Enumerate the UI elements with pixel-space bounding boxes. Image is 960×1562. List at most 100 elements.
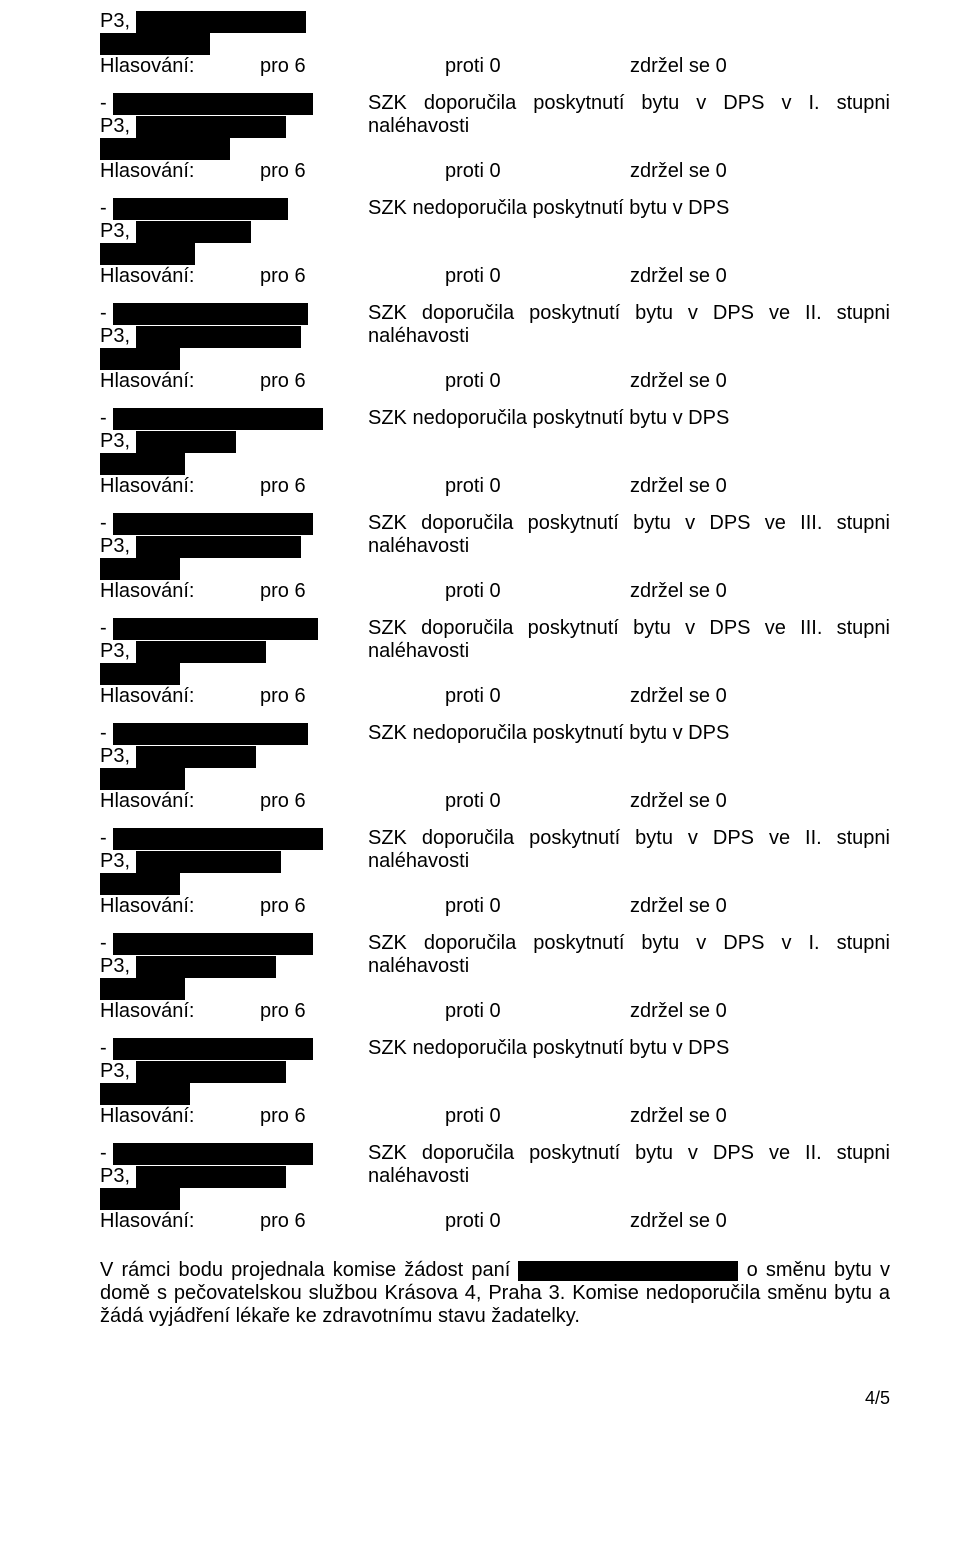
vote-abstain: zdržel se 0 (630, 55, 890, 78)
vote-line: Hlasování:pro 6proti 0zdržel se 0 (100, 895, 890, 918)
entry-line2: P3, naléhavosti (100, 640, 890, 663)
redacted-box (113, 618, 318, 640)
redacted-box (113, 513, 313, 535)
entry-line2: P3,naléhavosti (100, 325, 890, 348)
vote-line: Hlasování:pro 6proti 0zdržel se 0 (100, 265, 890, 288)
vote-against: proti 0 (445, 1105, 630, 1128)
p3-label: P3, (100, 850, 130, 873)
vote-line: Hlasování: pro 6 proti 0 zdržel se 0 (100, 55, 890, 78)
vote-line: Hlasování:pro 6proti 0zdržel se 0 (100, 1000, 890, 1023)
redacted-box (136, 431, 236, 453)
left-col: - (100, 92, 360, 115)
vote-for: pro 6 (260, 55, 445, 78)
entry: -SZK doporučila poskytnutí bytu v DPS ve… (100, 827, 890, 918)
redacted-line: - (100, 512, 360, 535)
entry: - SZK nedoporučila poskytnutí bytu v DPSP… (100, 197, 890, 288)
p3-label: P3, (100, 115, 130, 138)
left-col: - (100, 1037, 360, 1060)
recommendation-text-2: naléhavosti (360, 535, 890, 558)
redacted-box (113, 1143, 313, 1165)
entry-line2: P3, (100, 430, 890, 453)
redacted-box (136, 1061, 286, 1083)
redacted-line: P3, (100, 1165, 360, 1188)
left-col: - (100, 617, 360, 640)
left-col: - (100, 722, 360, 745)
p3-label: P3, (100, 1165, 130, 1188)
redacted-box (136, 221, 251, 243)
vote-line: Hlasování:pro 6proti 0zdržel se 0 (100, 370, 890, 393)
dash-label: - (100, 92, 107, 115)
vote-for: pro 6 (260, 790, 445, 813)
redacted-line: - (100, 302, 360, 325)
redacted-box (136, 11, 306, 33)
vote-against: proti 0 (445, 475, 630, 498)
recommendation-text: SZK doporučila poskytnutí bytu v DPS ve … (360, 302, 890, 325)
redacted-line (100, 138, 890, 160)
entry-line2: P3, naléhavosti (100, 535, 890, 558)
entry-topline: -SZK doporučila poskytnutí bytu v DPS v … (100, 932, 890, 955)
redacted-line (100, 873, 890, 895)
p3-label: P3, (100, 10, 130, 33)
recommendation-text-2: naléhavosti (360, 640, 890, 663)
vote-for: pro 6 (260, 1210, 445, 1233)
entry-topline: -SZK nedoporučila poskytnutí bytu v DPS (100, 407, 890, 430)
vote-abstain: zdržel se 0 (630, 1210, 890, 1233)
redacted-box (136, 641, 266, 663)
dash-label: - (100, 302, 107, 325)
entry-line2: P3,naléhavosti (100, 115, 890, 138)
redacted-line: - (100, 197, 360, 220)
redacted-box (113, 93, 313, 115)
entry-topline: -SZK doporučila poskytnutí bytu v DPS ve… (100, 827, 890, 850)
redacted-line: P3, (100, 10, 890, 33)
vote-abstain: zdržel se 0 (630, 895, 890, 918)
dash-label: - (100, 197, 107, 220)
entry-topline: -SZK doporučila poskytnutí bytu v DPS ve… (100, 1142, 890, 1165)
left-col: - (100, 827, 360, 850)
redacted-line: P3, (100, 220, 360, 243)
dash-label: - (100, 827, 107, 850)
left-col: P3, (100, 745, 360, 768)
bottom-paragraph: V rámci bodu projednala komise žádost pa… (100, 1259, 890, 1328)
redacted-line (100, 33, 890, 55)
left-col: P3, (100, 430, 360, 453)
left-col: P3, (100, 535, 360, 558)
p3-label: P3, (100, 640, 130, 663)
entry: - SZK doporučila poskytnutí bytu v DPS ve… (100, 302, 890, 393)
entry: -SZK doporučila poskytnutí bytu v DPS ve… (100, 617, 890, 708)
redacted-box (100, 558, 180, 580)
redacted-box (113, 303, 308, 325)
vote-abstain: zdržel se 0 (630, 1105, 890, 1128)
left-col: - (100, 1142, 360, 1165)
entry-topline: - SZK nedoporučila poskytnutí bytu v DPS (100, 1037, 890, 1060)
redacted-box (136, 956, 276, 978)
recommendation-text: SZK doporučila poskytnutí bytu v DPS v I… (360, 92, 890, 115)
redacted-line (100, 348, 890, 370)
redacted-box (136, 1166, 286, 1188)
redacted-line (100, 663, 890, 685)
vote-abstain: zdržel se 0 (630, 790, 890, 813)
p3-label: P3, (100, 430, 130, 453)
redacted-line: P3, (100, 850, 360, 873)
redacted-line: P3, (100, 745, 360, 768)
vote-label: Hlasování: (100, 160, 260, 183)
p3-label: P3, (100, 745, 130, 768)
recommendation-text: SZK doporučila poskytnutí bytu v DPS v I… (360, 932, 890, 955)
vote-for: pro 6 (260, 475, 445, 498)
entry: - SZK doporučila poskytnutí bytu v DPS v … (100, 92, 890, 183)
redacted-line: P3, (100, 115, 360, 138)
redacted-inline (518, 1261, 738, 1281)
redacted-line (100, 453, 890, 475)
recommendation-text-2: naléhavosti (360, 850, 890, 873)
recommendation-text: SZK nedoporučila poskytnutí bytu v DPS (360, 197, 890, 220)
left-col: - (100, 512, 360, 535)
recommendation-text: SZK nedoporučila poskytnutí bytu v DPS (360, 1037, 890, 1060)
entry-line2: P3,naléhavosti (100, 1165, 890, 1188)
dash-label: - (100, 1037, 107, 1060)
entry-topline: -SZK doporučila poskytnutí bytu v DPS ve… (100, 617, 890, 640)
entry-line2: P3, naléhavosti (100, 850, 890, 873)
entry-topline: -SZK doporučila poskytnutí bytu v DPS ve… (100, 512, 890, 535)
redacted-line: P3, (100, 325, 360, 348)
redacted-box (100, 243, 195, 265)
p3-label: P3, (100, 535, 130, 558)
redacted-box (136, 536, 301, 558)
